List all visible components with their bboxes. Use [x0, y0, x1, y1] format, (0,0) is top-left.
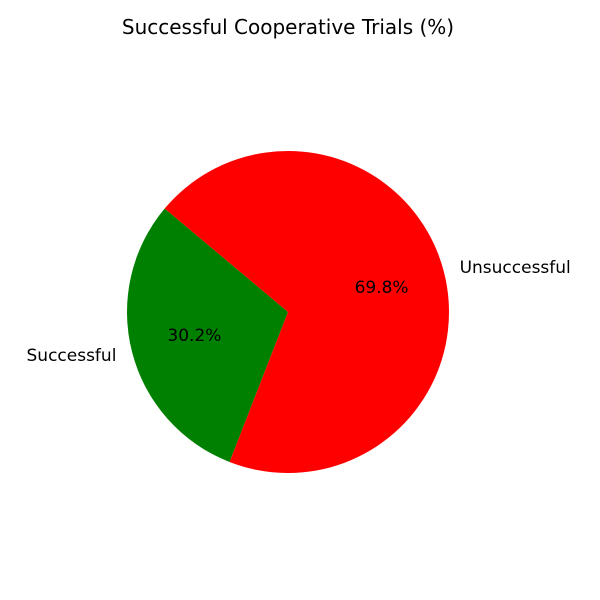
slice-label-successful: Successful	[27, 346, 117, 366]
pie-slice-successful	[127, 208, 288, 463]
pie-slices	[127, 150, 450, 473]
slice-label-unsuccessful: Unsuccessful	[460, 258, 571, 278]
pie-slice-unsuccessful	[164, 150, 450, 473]
pct-label-unsuccessful: 69.8%	[355, 278, 409, 298]
pie-labels: Successful 30.2% Unsuccessful 69.8%	[27, 258, 571, 366]
chart-title: Successful Cooperative Trials (%)	[122, 15, 454, 39]
pct-label-successful: 30.2%	[167, 326, 221, 346]
